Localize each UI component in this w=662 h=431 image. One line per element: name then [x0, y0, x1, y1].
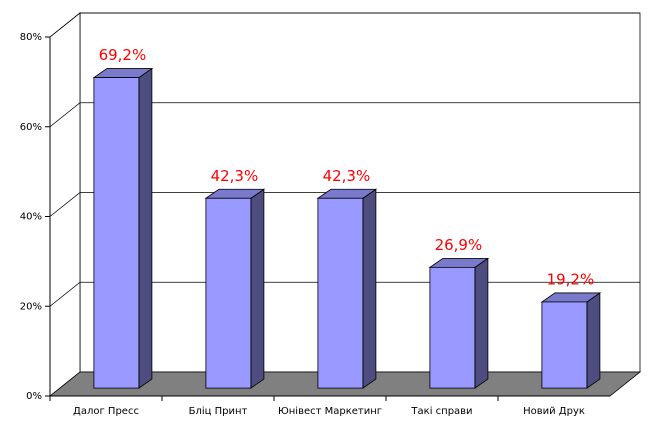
- x-tick-label: Юнівест Маркетинг: [278, 405, 382, 417]
- value-label: 42,3%: [211, 167, 259, 185]
- bar: [541, 301, 588, 389]
- bar-side: [586, 292, 601, 389]
- x-tick-label: Бліц Принт: [189, 405, 248, 417]
- bar: [205, 197, 252, 389]
- value-label: 69,2%: [99, 46, 147, 64]
- y-tick-label: 80%: [20, 32, 42, 43]
- value-label: 19,2%: [547, 270, 595, 288]
- bar: [317, 197, 364, 389]
- value-label: 42,3%: [323, 167, 371, 185]
- y-tick-label: 60%: [20, 122, 42, 133]
- grid-line: [49, 102, 640, 128]
- grid-line: [49, 192, 640, 217]
- bar-side: [362, 188, 377, 389]
- bar-side: [250, 188, 265, 389]
- bar: [429, 266, 476, 389]
- y-tick-label: 40%: [20, 212, 42, 223]
- bar-side: [474, 257, 489, 389]
- x-tick-label: Новий Друк: [523, 406, 585, 417]
- y-tick-label: 20%: [20, 301, 42, 312]
- y-tick-label: 0%: [26, 391, 42, 402]
- x-tick-label: Такі справи: [410, 405, 472, 417]
- bar-side: [138, 67, 153, 389]
- bar: [93, 77, 140, 389]
- value-label: 26,9%: [435, 236, 483, 254]
- grid-line: [49, 12, 640, 38]
- x-tick-label: Далог Пресс: [73, 406, 139, 417]
